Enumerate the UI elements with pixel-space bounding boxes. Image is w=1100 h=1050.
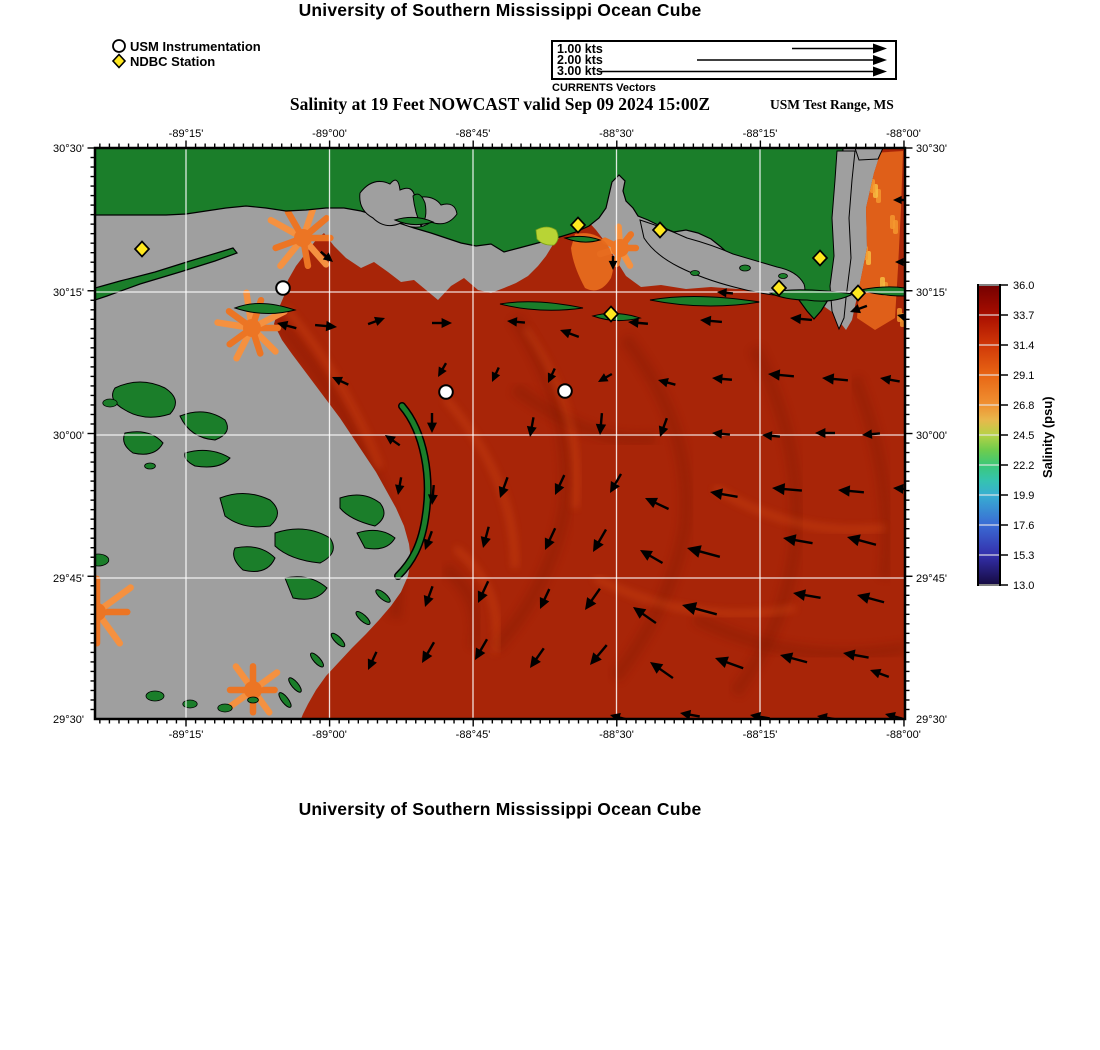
axis-labels: -89°15' -89°15' -89°00' -89°00' -88°45' -88°4…: [53, 128, 947, 741]
x-axis-tick-label-top: -89°00': [312, 128, 347, 140]
lowsalinity-patch: [535, 226, 559, 246]
colorbar-axis-label: Salinity (psu): [1040, 396, 1055, 478]
x-axis-tick-label-top: -89°15': [169, 128, 204, 140]
plot-subtitle: Salinity at 19 Feet NOWCAST valid Sep 09…: [289, 94, 711, 114]
x-axis-tick-label-bottom: -88°00': [886, 729, 921, 741]
footer-title: University of Southern Mississippi Ocean…: [298, 799, 702, 819]
y-axis-tick-label-left: 30°15': [53, 287, 84, 299]
currents-caption: CURRENTS Vectors: [552, 82, 656, 94]
ndbc-station-marker: [811, 249, 829, 267]
colorbar-tick-label: 33.7: [1013, 310, 1034, 322]
legend-symbols: [111, 39, 127, 69]
x-axis-tick-label-bottom: -88°15': [743, 729, 778, 741]
usm-station-marker: [275, 280, 291, 296]
current-vectors: [277, 195, 905, 719]
y-axis-tick-label-right: 30°15': [916, 287, 947, 299]
y-axis-tick-label-left: 30°30': [53, 143, 84, 155]
colorbar-tick-label: 26.8: [1013, 400, 1034, 412]
y-axis-tick-label-left: 29°30': [53, 714, 84, 726]
currents-reference-arrows: [599, 43, 887, 77]
graticule: [95, 148, 905, 719]
colorbar-tick-label: 24.5: [1013, 430, 1034, 442]
page-title: University of Southern Mississippi Ocean…: [298, 0, 702, 20]
x-axis-tick-label-bottom: -88°30': [599, 729, 634, 741]
x-axis-tick-label-top: -88°45': [456, 128, 491, 140]
kts-3-label: 3.00 kts: [557, 64, 603, 78]
y-axis-tick-label-right: 29°30': [916, 714, 947, 726]
x-axis-tick-label-bottom: -89°00': [312, 729, 347, 741]
region-label: USM Test Range, MS: [770, 97, 894, 112]
bay-st-louis: [359, 179, 458, 228]
ndbc-station-marker: [651, 221, 669, 239]
colorbar: 36.0 33.7 31.4 29.1 26.8 24.5 22.2 19.9 17.6 15.3…: [977, 280, 1034, 592]
colorbar-tick-label: 17.6: [1013, 520, 1034, 532]
usm-station-marker: [438, 384, 454, 400]
colorbar-tick-label: 36.0: [1013, 280, 1034, 292]
station-markers: [133, 216, 867, 400]
coastal-outflow-patch: [571, 233, 614, 291]
colorbar-tick-label: 31.4: [1013, 340, 1034, 352]
ndbc-diamond-icon: [111, 53, 127, 69]
mobile-bay-strip: [829, 150, 856, 331]
ndbc-station-marker: [133, 240, 151, 258]
eastern-sound-bay: [639, 219, 806, 298]
ndbc-station-marker: [602, 305, 620, 323]
colorbar-tick-label: 13.0: [1013, 580, 1034, 592]
usm-station-marker: [557, 383, 573, 399]
ndbc-station-marker: [569, 216, 587, 234]
kts-2-label: 2.00 kts: [557, 53, 603, 67]
x-axis-tick-label-top: -88°30': [599, 128, 634, 140]
y-axis-tick-label-right: 30°00': [916, 430, 947, 442]
x-axis-tick-label-bottom: -89°15': [169, 729, 204, 741]
peninsula-land: [95, 247, 238, 301]
y-axis-tick-label-left: 29°45': [53, 573, 84, 585]
colorbar-tick-label: 19.9: [1013, 490, 1034, 502]
ndbc-legend-label: NDBC Station: [130, 54, 216, 69]
y-axis-tick-label-left: 30°00': [53, 430, 84, 442]
usm-circle-icon: [112, 39, 126, 53]
ndbc-station-marker: [770, 279, 788, 297]
topright-gray-notch: [854, 148, 884, 161]
usm-legend-label: USM Instrumentation: [130, 39, 261, 54]
y-axis-tick-label-right: 29°45': [916, 573, 947, 585]
colorbar-tick-label: 15.3: [1013, 550, 1034, 562]
ndbc-station-marker: [849, 284, 867, 302]
y-axis-tick-label-right: 30°30': [916, 143, 947, 155]
x-axis-tick-label-top: -88°00': [886, 128, 921, 140]
colorbar-tick-label: 29.1: [1013, 370, 1034, 382]
x-axis-tick-label-top: -88°15': [743, 128, 778, 140]
axis-ticks: [87, 140, 913, 727]
map-plot: -89°15' -89°15' -89°00' -89°00' -88°45' -88°4…: [53, 128, 947, 741]
kts-1-label: 1.00 kts: [557, 42, 603, 56]
x-axis-tick-label-bottom: -88°45': [456, 729, 491, 741]
colorbar-tick-label: 22.2: [1013, 460, 1034, 472]
currents-legend-box: 1.00 kts 2.00 kts 3.00 kts: [551, 40, 897, 80]
